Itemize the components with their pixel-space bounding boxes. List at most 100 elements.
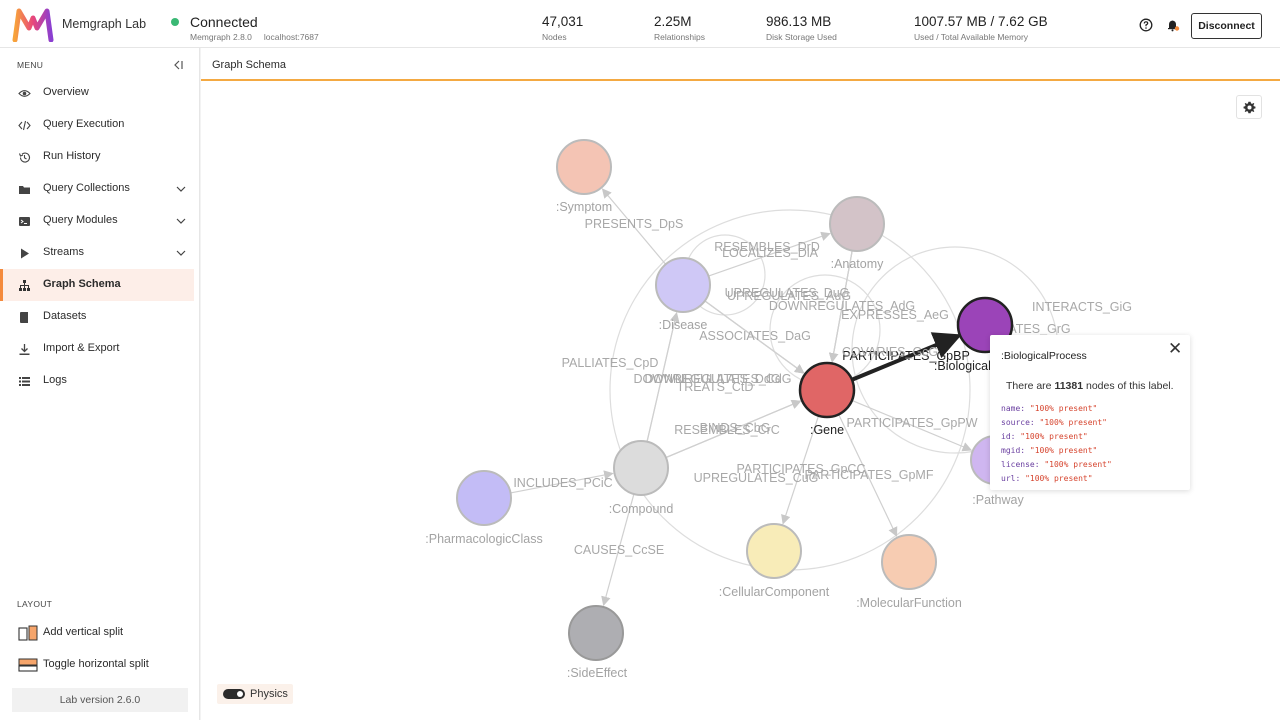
edge-includes-pcic[interactable]: [510, 470, 614, 494]
layout-item-label: Toggle horizontal split: [43, 658, 149, 670]
add-vertical-split-button[interactable]: Add vertical split: [0, 619, 200, 647]
node-circle[interactable]: [655, 257, 711, 313]
schema-icon: [19, 280, 30, 291]
edge-upregulates-cug[interactable]: [665, 400, 802, 459]
chevron-down-icon: [176, 186, 186, 192]
node-pharmacologic-class[interactable]: :PharmacologicClass: [425, 470, 543, 546]
edge-localizes-dla[interactable]: [708, 231, 831, 277]
physics-label: Physics: [250, 688, 288, 700]
node-symptom[interactable]: :Symptom: [556, 139, 612, 214]
horizontal-split-icon: [18, 658, 38, 672]
node-circle[interactable]: [829, 196, 885, 252]
property-value: "100% present": [1044, 460, 1112, 469]
folder-icon: [19, 186, 30, 194]
close-icon[interactable]: ✕: [1168, 339, 1183, 358]
sidebar-item-query-execution[interactable]: Query Execution: [0, 109, 200, 141]
edge-downregulates-ddg-label: DOWNREGULATES_DdG: [633, 372, 780, 386]
node-anatomy[interactable]: :Anatomy: [829, 196, 885, 271]
property-value: "100% present": [1025, 474, 1093, 483]
node-molecular-function[interactable]: :MolecularFunction: [856, 534, 962, 610]
property-key: source: [1001, 418, 1030, 427]
edge-downregulates-ddg[interactable]: [704, 300, 805, 374]
node-circle[interactable]: [881, 534, 937, 590]
panel-title: Graph Schema: [212, 59, 286, 71]
edge-covaries-gcg-label: COVARIES_GcG: [842, 345, 938, 359]
node-circle[interactable]: [568, 605, 624, 661]
edge-treats-ctd[interactable]: [646, 312, 680, 442]
count-value: 11381: [1054, 380, 1084, 392]
edge-includes-pcic-label: INCLUDES_PCiC: [513, 476, 612, 490]
disconnect-button[interactable]: Disconnect: [1191, 13, 1262, 39]
help-icon[interactable]: [1139, 18, 1153, 32]
edge-resembles-crc-label: RESEMBLES_CrC: [674, 423, 780, 437]
node-compound[interactable]: :Compound: [609, 440, 674, 516]
sidebar-item-label: Import & Export: [43, 342, 120, 354]
sidebar-item-import-export[interactable]: Import & Export: [0, 333, 200, 365]
sidebar-item-label: Run History: [43, 150, 101, 162]
toggle-switch[interactable]: [223, 689, 245, 699]
property-row: license: "100% present": [1001, 460, 1112, 469]
edge-causes-ccse[interactable]: [601, 493, 635, 607]
sidebar-item-label: Graph Schema: [43, 278, 121, 290]
collapse-sidebar-icon[interactable]: [172, 59, 184, 71]
edge-participates-gpbp[interactable]: [851, 332, 962, 382]
node-label: :SideEffect: [567, 666, 628, 680]
edge-arc-3: [609, 209, 971, 571]
node-label: :Gene: [810, 423, 844, 437]
property-value: "100% present": [1020, 432, 1088, 441]
node-cellular-component[interactable]: :CellularComponent: [719, 523, 830, 599]
db-version: Memgraph 2.8.0: [190, 32, 252, 42]
node-circle[interactable]: [456, 470, 512, 526]
edge-participates-gpmf[interactable]: [838, 414, 898, 537]
edge-binds-cbg-label: BINDS_CbG: [700, 421, 771, 435]
sidebar-item-overview[interactable]: Overview: [0, 77, 200, 109]
edge-treats-ctd-label: TREATS_CtD: [677, 380, 754, 394]
edge-expresses-aeg[interactable]: [828, 250, 853, 363]
sidebar-item-label: Overview: [43, 86, 89, 98]
layout-section-label: LAYOUT: [17, 599, 53, 609]
edge-participates-gppw[interactable]: [851, 399, 973, 452]
physics-toggle[interactable]: Physics: [217, 684, 293, 704]
node-gene[interactable]: :Gene: [798, 361, 856, 437]
sidebar-item-run-history[interactable]: Run History: [0, 141, 200, 173]
sidebar-item-query-collections[interactable]: Query Collections: [0, 173, 200, 205]
sidebar-item-graph-schema[interactable]: Graph Schema: [0, 269, 194, 301]
connection-status-dot: [171, 18, 179, 26]
node-label: :MolecularFunction: [856, 596, 962, 610]
edge-participates-gpcc[interactable]: [781, 415, 820, 525]
property-key: license: [1001, 460, 1035, 469]
stat-relationships: 2.25M Relationships: [654, 14, 705, 42]
stat-nodes: 47,031 Nodes: [542, 14, 583, 42]
layout-item-label: Add vertical split: [43, 626, 124, 638]
stat-value: 986.13 MB: [766, 14, 832, 29]
edge-presents-dps[interactable]: [601, 188, 667, 265]
gear-icon: [1243, 101, 1256, 114]
sidebar-item-datasets[interactable]: Datasets: [0, 301, 200, 333]
node-circle[interactable]: [798, 361, 856, 419]
node-info-tooltip: :BiologicalProcess ✕ There are 11381 nod…: [990, 335, 1190, 490]
sidebar-item-label: Query Modules: [43, 214, 118, 226]
stat-disk: 986.13 MB Disk Storage Used: [766, 14, 837, 42]
node-circle[interactable]: [556, 139, 612, 195]
stat-value: 2.25M: [654, 14, 692, 29]
sidebar-item-logs[interactable]: Logs: [0, 365, 200, 397]
sidebar-item-label: Logs: [43, 374, 67, 386]
property-row: id: "100% present": [1001, 432, 1088, 441]
book-icon: [20, 312, 28, 323]
node-side-effect[interactable]: :SideEffect: [567, 605, 628, 680]
sidebar-item-streams[interactable]: Streams: [0, 237, 200, 269]
code-icon: [18, 120, 31, 131]
notification-bell-icon[interactable]: [1166, 18, 1180, 32]
node-circle[interactable]: [613, 440, 669, 496]
node-circle[interactable]: [746, 523, 802, 579]
sidebar-nav: Overview Query Execution Run History Que…: [0, 77, 200, 397]
toggle-horizontal-split-button[interactable]: Toggle horizontal split: [0, 651, 200, 679]
graph-nodes: :Symptom:Anatomy:Disease:BiologicalProce…: [425, 139, 1036, 680]
top-bar: Memgraph Lab Connected Memgraph 2.8.0 loc…: [0, 0, 1280, 48]
node-disease[interactable]: :Disease: [655, 257, 711, 332]
count-suffix: nodes of this label.: [1086, 380, 1174, 392]
graph-settings-button[interactable]: [1236, 95, 1262, 119]
tooltip-node-count: There are 11381 nodes of this label.: [1006, 380, 1174, 392]
lab-version: Lab version 2.6.0: [12, 688, 188, 712]
sidebar-item-query-modules[interactable]: Query Modules: [0, 205, 200, 237]
